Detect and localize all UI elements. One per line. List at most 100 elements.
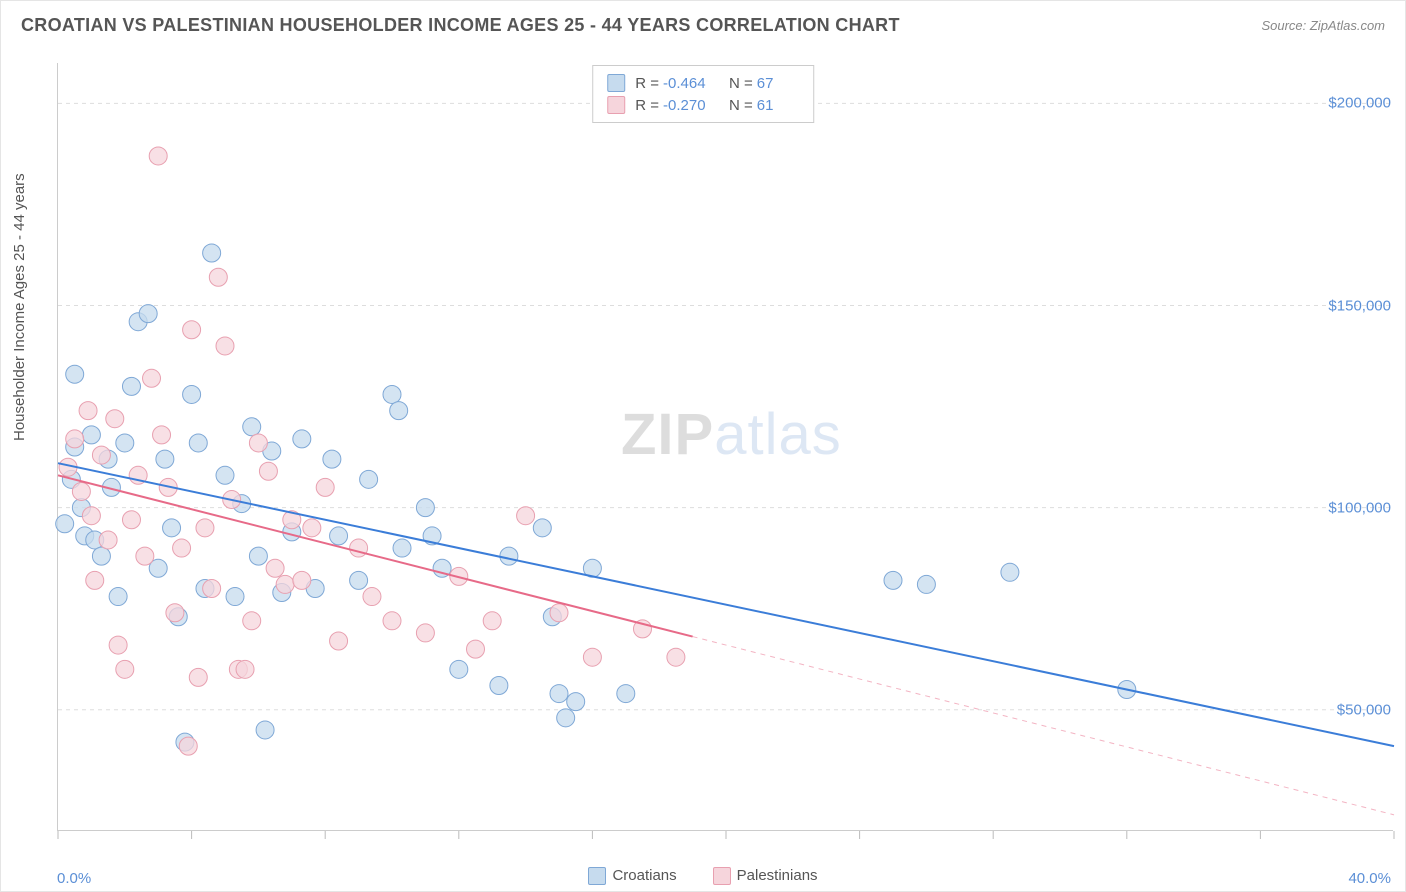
scatter-point: [416, 499, 434, 517]
scatter-point: [667, 648, 685, 666]
scatter-point: [249, 434, 267, 452]
scatter-point: [350, 539, 368, 557]
scatter-point: [550, 685, 568, 703]
scatter-point: [216, 337, 234, 355]
scatter-point: [483, 612, 501, 630]
scatter-point: [550, 604, 568, 622]
scatter-point: [383, 385, 401, 403]
scatter-point: [122, 511, 140, 529]
scatter-point: [82, 426, 100, 444]
scatter-point: [189, 434, 207, 452]
scatter-point: [256, 721, 274, 739]
scatter-point: [567, 693, 585, 711]
scatter-point: [500, 547, 518, 565]
scatter-point: [393, 539, 411, 557]
legend-swatch: [607, 74, 625, 92]
scatter-point: [116, 434, 134, 452]
scatter-point: [203, 244, 221, 262]
scatter-point: [266, 559, 284, 577]
scatter-point: [583, 648, 601, 666]
scatter-point: [116, 660, 134, 678]
scatter-point: [72, 482, 90, 500]
scatter-point: [179, 737, 197, 755]
scatter-point: [79, 402, 97, 420]
scatter-point: [226, 588, 244, 606]
scatter-point: [183, 321, 201, 339]
legend-swatch: [588, 867, 606, 885]
y-tick-label: $200,000: [1328, 95, 1391, 112]
legend-n-label: N =: [729, 97, 753, 114]
y-tick-label: $100,000: [1328, 499, 1391, 516]
plot-area: [57, 63, 1393, 831]
legend-r-label: R =: [635, 97, 659, 114]
chart-container: CROATIAN VS PALESTINIAN HOUSEHOLDER INCO…: [0, 0, 1406, 892]
scatter-point: [92, 547, 110, 565]
scatter-point: [153, 426, 171, 444]
scatter-point: [143, 369, 161, 387]
scatter-point: [330, 527, 348, 545]
series-legend: Croatians Palestinians: [1, 867, 1405, 885]
scatter-point: [1001, 563, 1019, 581]
scatter-point: [917, 575, 935, 593]
scatter-point: [209, 268, 227, 286]
scatter-point: [363, 588, 381, 606]
scatter-point: [323, 450, 341, 468]
y-tick-label: $50,000: [1337, 701, 1391, 718]
scatter-point: [316, 478, 334, 496]
legend-series-name: Croatians: [612, 867, 676, 884]
scatter-point: [884, 571, 902, 589]
scatter-point: [136, 547, 154, 565]
scatter-point: [173, 539, 191, 557]
scatter-point: [203, 579, 221, 597]
regression-line: [58, 463, 1394, 746]
scatter-point: [243, 612, 261, 630]
scatter-point: [416, 624, 434, 642]
scatter-point: [166, 604, 184, 622]
scatter-point: [533, 519, 551, 537]
legend-r-label: R =: [635, 75, 659, 92]
scatter-point: [617, 685, 635, 703]
scatter-point: [259, 462, 277, 480]
scatter-point: [243, 418, 261, 436]
legend-n-label: N =: [729, 75, 753, 92]
scatter-point: [149, 147, 167, 165]
scatter-point: [490, 676, 508, 694]
scatter-point: [216, 466, 234, 484]
legend-series-name: Palestinians: [737, 867, 818, 884]
scatter-point: [236, 660, 254, 678]
scatter-point: [139, 305, 157, 323]
plot-svg: [58, 63, 1393, 830]
scatter-point: [82, 507, 100, 525]
scatter-point: [106, 410, 124, 428]
scatter-point: [276, 575, 294, 593]
legend-row: R = -0.270N = 61: [607, 94, 799, 116]
legend-row: R = -0.464N = 67: [607, 72, 799, 94]
legend-n-value: 61: [757, 97, 785, 114]
scatter-point: [467, 640, 485, 658]
scatter-point: [196, 519, 214, 537]
scatter-point: [360, 470, 378, 488]
y-tick-label: $150,000: [1328, 297, 1391, 314]
scatter-point: [183, 385, 201, 403]
scatter-point: [517, 507, 535, 525]
scatter-point: [330, 632, 348, 650]
title-bar: CROATIAN VS PALESTINIAN HOUSEHOLDER INCO…: [1, 1, 1405, 46]
scatter-point: [450, 660, 468, 678]
scatter-point: [156, 450, 174, 468]
regression-line-extrapolated: [693, 637, 1394, 815]
scatter-point: [56, 515, 74, 533]
scatter-point: [189, 668, 207, 686]
scatter-point: [249, 547, 267, 565]
scatter-point: [66, 365, 84, 383]
scatter-point: [86, 571, 104, 589]
scatter-point: [557, 709, 575, 727]
scatter-point: [303, 519, 321, 537]
scatter-point: [293, 430, 311, 448]
chart-title: CROATIAN VS PALESTINIAN HOUSEHOLDER INCO…: [21, 15, 900, 36]
scatter-point: [109, 588, 127, 606]
scatter-point: [350, 571, 368, 589]
scatter-point: [383, 612, 401, 630]
scatter-point: [163, 519, 181, 537]
legend-r-value: -0.464: [663, 75, 715, 92]
source-attribution: Source: ZipAtlas.com: [1261, 18, 1385, 33]
